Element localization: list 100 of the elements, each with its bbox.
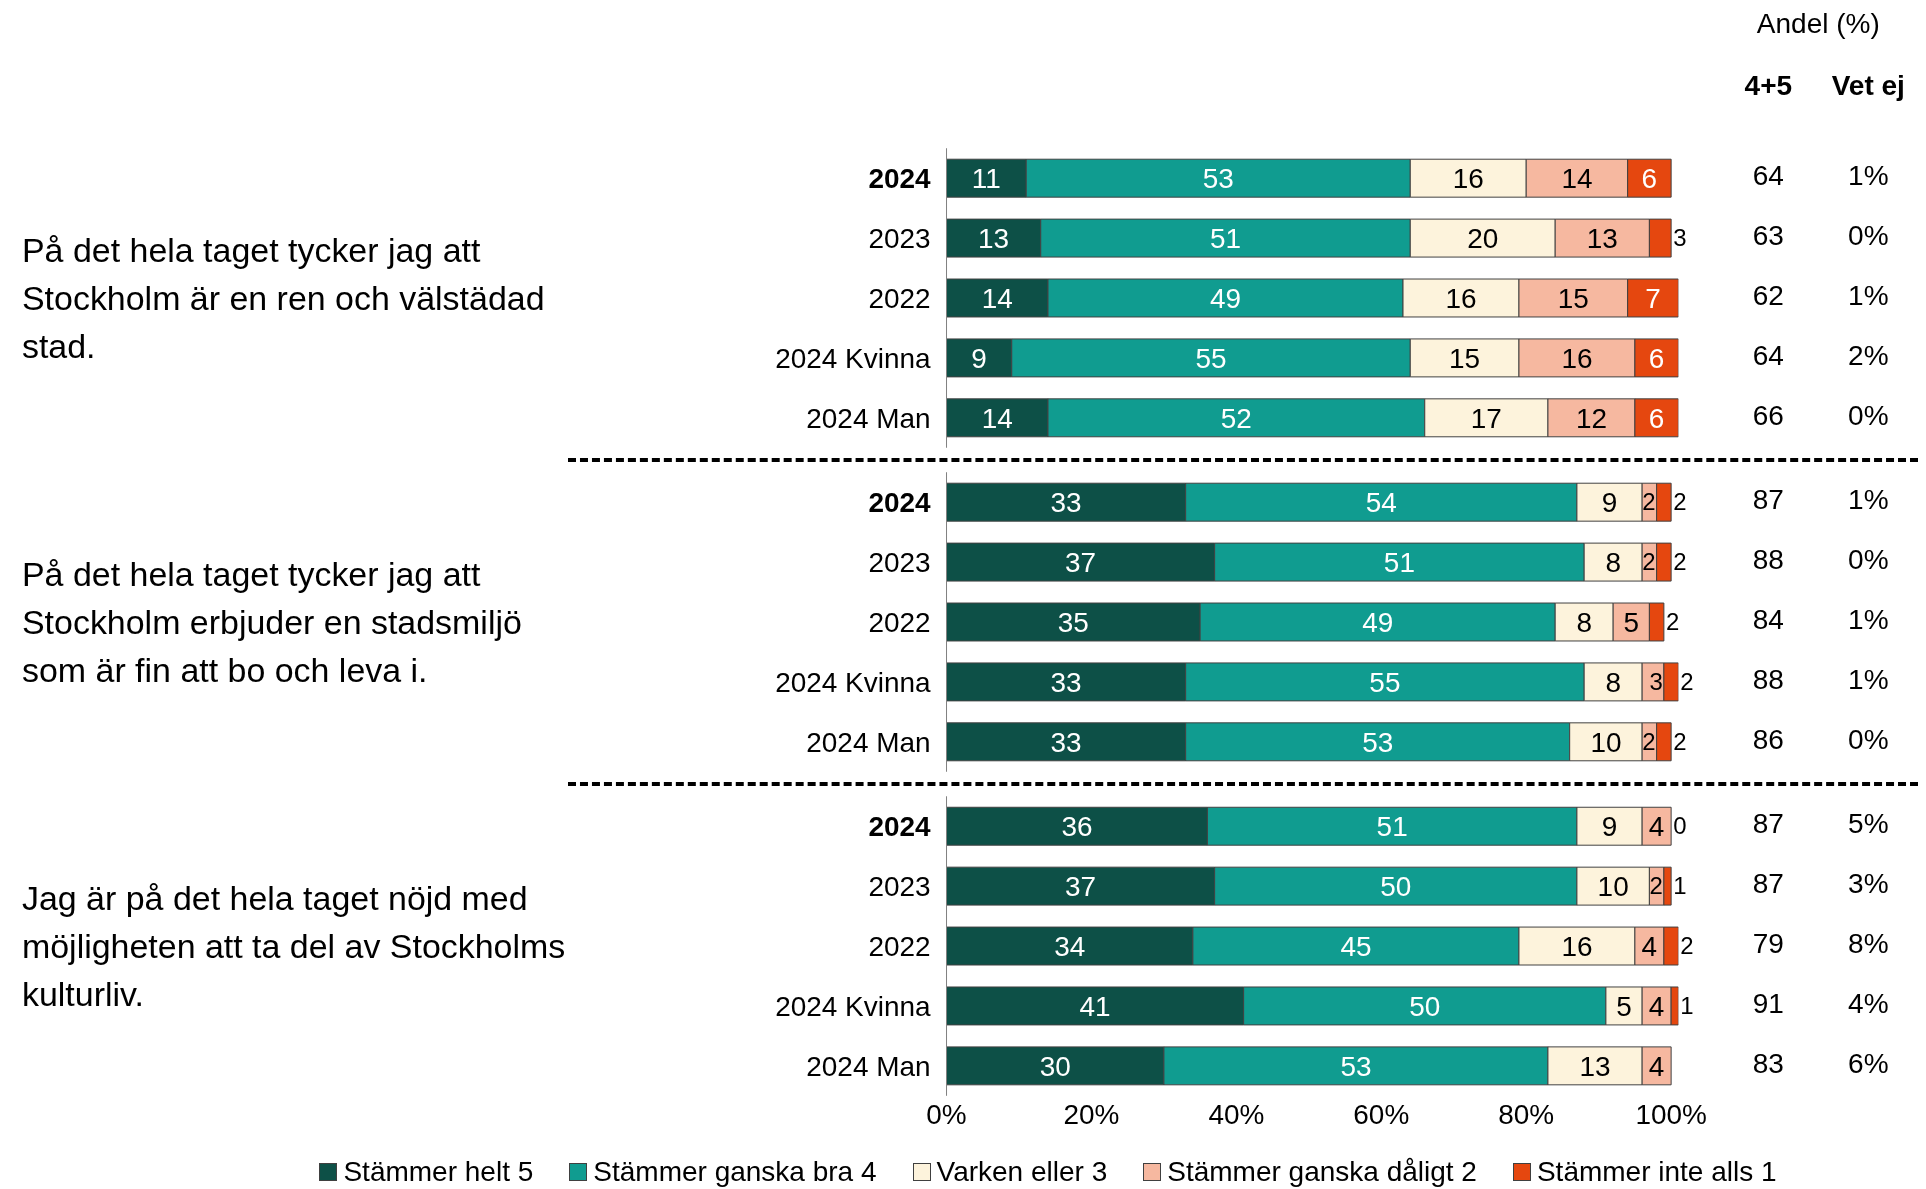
data-label: 2 — [1673, 548, 1687, 576]
data-label: 54 — [1365, 487, 1397, 519]
text: 0% — [1847, 400, 1890, 432]
text: 1% — [1847, 604, 1890, 636]
legend-label: Stämmer ganska dåligt 2 — [1167, 1156, 1477, 1188]
data-label: 4 — [1648, 811, 1665, 843]
text: 4% — [1847, 988, 1890, 1020]
text: 1% — [1847, 280, 1890, 312]
legend-label: Stämmer ganska bra 4 — [593, 1156, 877, 1188]
data-label: 52 — [1220, 402, 1252, 434]
data-label: 1 — [1680, 991, 1694, 1019]
text: 8% — [1847, 928, 1890, 960]
y-tick-label: 2024 — [868, 811, 932, 843]
data-label: 2 — [1665, 607, 1680, 635]
text: 79 — [1751, 928, 1785, 960]
text: 2% — [1847, 340, 1890, 372]
text: 88 — [1751, 544, 1785, 576]
data-label: 15 — [1557, 282, 1589, 314]
data-label: 11 — [971, 163, 1001, 195]
data-label: 35 — [1057, 606, 1089, 638]
data-label: 51 — [1376, 811, 1408, 843]
x-tick-label: 100% — [1635, 1098, 1707, 1130]
data-label: 10 — [1590, 726, 1622, 758]
data-label: 33 — [1050, 487, 1082, 519]
text: 1% — [1847, 484, 1890, 516]
y-tick-label: 2022 — [868, 282, 931, 314]
data-label: 2 — [1673, 727, 1687, 755]
text: 0% — [1847, 724, 1890, 756]
data-label: 33 — [1050, 666, 1082, 698]
y-axis-title: Jag är på det hela taget nöjd med möjligheten att ta del av Stockholms kulturliv. — [21, 879, 566, 1013]
data-label: 41 — [1079, 990, 1111, 1022]
text: 63 — [1751, 220, 1785, 252]
data-label: 8 — [1605, 547, 1621, 579]
data-label: 10 — [1597, 871, 1629, 903]
data-label: 9 — [1601, 487, 1618, 519]
text: 88 — [1751, 664, 1785, 696]
data-label: 3 — [1673, 224, 1687, 252]
text: 6% — [1847, 1048, 1890, 1080]
data-label: 2 — [1673, 488, 1687, 516]
data-label: 6 — [1641, 163, 1658, 195]
data-label: 16 — [1561, 342, 1593, 374]
data-label: 2 — [1642, 488, 1656, 516]
data-label: 6 — [1648, 342, 1665, 374]
data-label: 37 — [1065, 547, 1097, 579]
data-label: 14 — [981, 282, 1013, 314]
data-label: 5 — [1623, 606, 1640, 638]
data-label: 14 — [981, 402, 1013, 434]
data-label: 4 — [1648, 1050, 1665, 1082]
y-tick-label: 2024 Kvinna — [775, 990, 931, 1022]
text: 64 — [1751, 340, 1785, 372]
y-tick-label: 2023 — [868, 547, 931, 579]
legend-label: Stämmer inte alls 1 — [1536, 1156, 1777, 1188]
data-label: 9 — [971, 342, 987, 374]
data-label: 4 — [1641, 931, 1658, 963]
data-label: 2 — [1642, 727, 1656, 755]
text: 83 — [1751, 1048, 1785, 1080]
data-label: 33 — [1050, 726, 1082, 758]
y-axis-title: På det hela taget tycker jag att Stockholm erbjuder en stadsmiljö som är fin att bo och leva i. — [21, 555, 522, 689]
data-label: 15 — [1449, 342, 1481, 374]
data-label: 45 — [1340, 931, 1372, 963]
y-tick-label: 2024 Man — [806, 726, 931, 758]
data-label: 8 — [1605, 666, 1621, 698]
data-label: 0 — [1673, 812, 1687, 840]
y-tick-label: 2024 Man — [806, 1050, 931, 1082]
data-label: 6 — [1648, 402, 1665, 434]
data-label: 2 — [1680, 932, 1694, 960]
text: 87 — [1751, 808, 1785, 840]
text: 87 — [1751, 868, 1785, 900]
data-label: 50 — [1409, 990, 1441, 1022]
legend-label: Varken eller 3 — [936, 1156, 1108, 1188]
data-label: 53 — [1340, 1050, 1372, 1082]
x-tick-label: 40% — [1208, 1098, 1265, 1130]
x-tick-label: 60% — [1353, 1098, 1410, 1130]
data-label: 17 — [1470, 402, 1502, 434]
data-label: 13 — [1579, 1050, 1611, 1082]
data-label: 7 — [1645, 282, 1661, 314]
data-label: 9 — [1601, 811, 1618, 843]
data-label: 4 — [1648, 990, 1665, 1022]
text: 62 — [1751, 280, 1785, 312]
data-label: 13 — [978, 223, 1010, 255]
data-label: 8 — [1576, 606, 1592, 638]
data-label: 51 — [1209, 223, 1242, 255]
text: 66 — [1751, 400, 1785, 432]
text: 0% — [1847, 220, 1890, 252]
data-label: 16 — [1445, 282, 1477, 314]
data-label: 53 — [1202, 163, 1234, 195]
y-tick-label: 2024 Man — [806, 402, 931, 434]
data-label: 30 — [1039, 1050, 1071, 1082]
data-label: 49 — [1209, 282, 1242, 314]
data-label: 50 — [1380, 871, 1412, 903]
legend-label: Stämmer helt 5 — [343, 1156, 534, 1188]
data-label: 2 — [1649, 872, 1663, 900]
text: 84 — [1751, 604, 1785, 636]
y-tick-label: 2023 — [868, 223, 931, 255]
data-label: 49 — [1362, 606, 1394, 638]
data-label: 55 — [1195, 342, 1227, 374]
text: 64 — [1751, 160, 1785, 192]
text: 3% — [1847, 868, 1890, 900]
y-tick-label: 2022 — [868, 606, 931, 638]
data-label: 5 — [1616, 990, 1632, 1022]
